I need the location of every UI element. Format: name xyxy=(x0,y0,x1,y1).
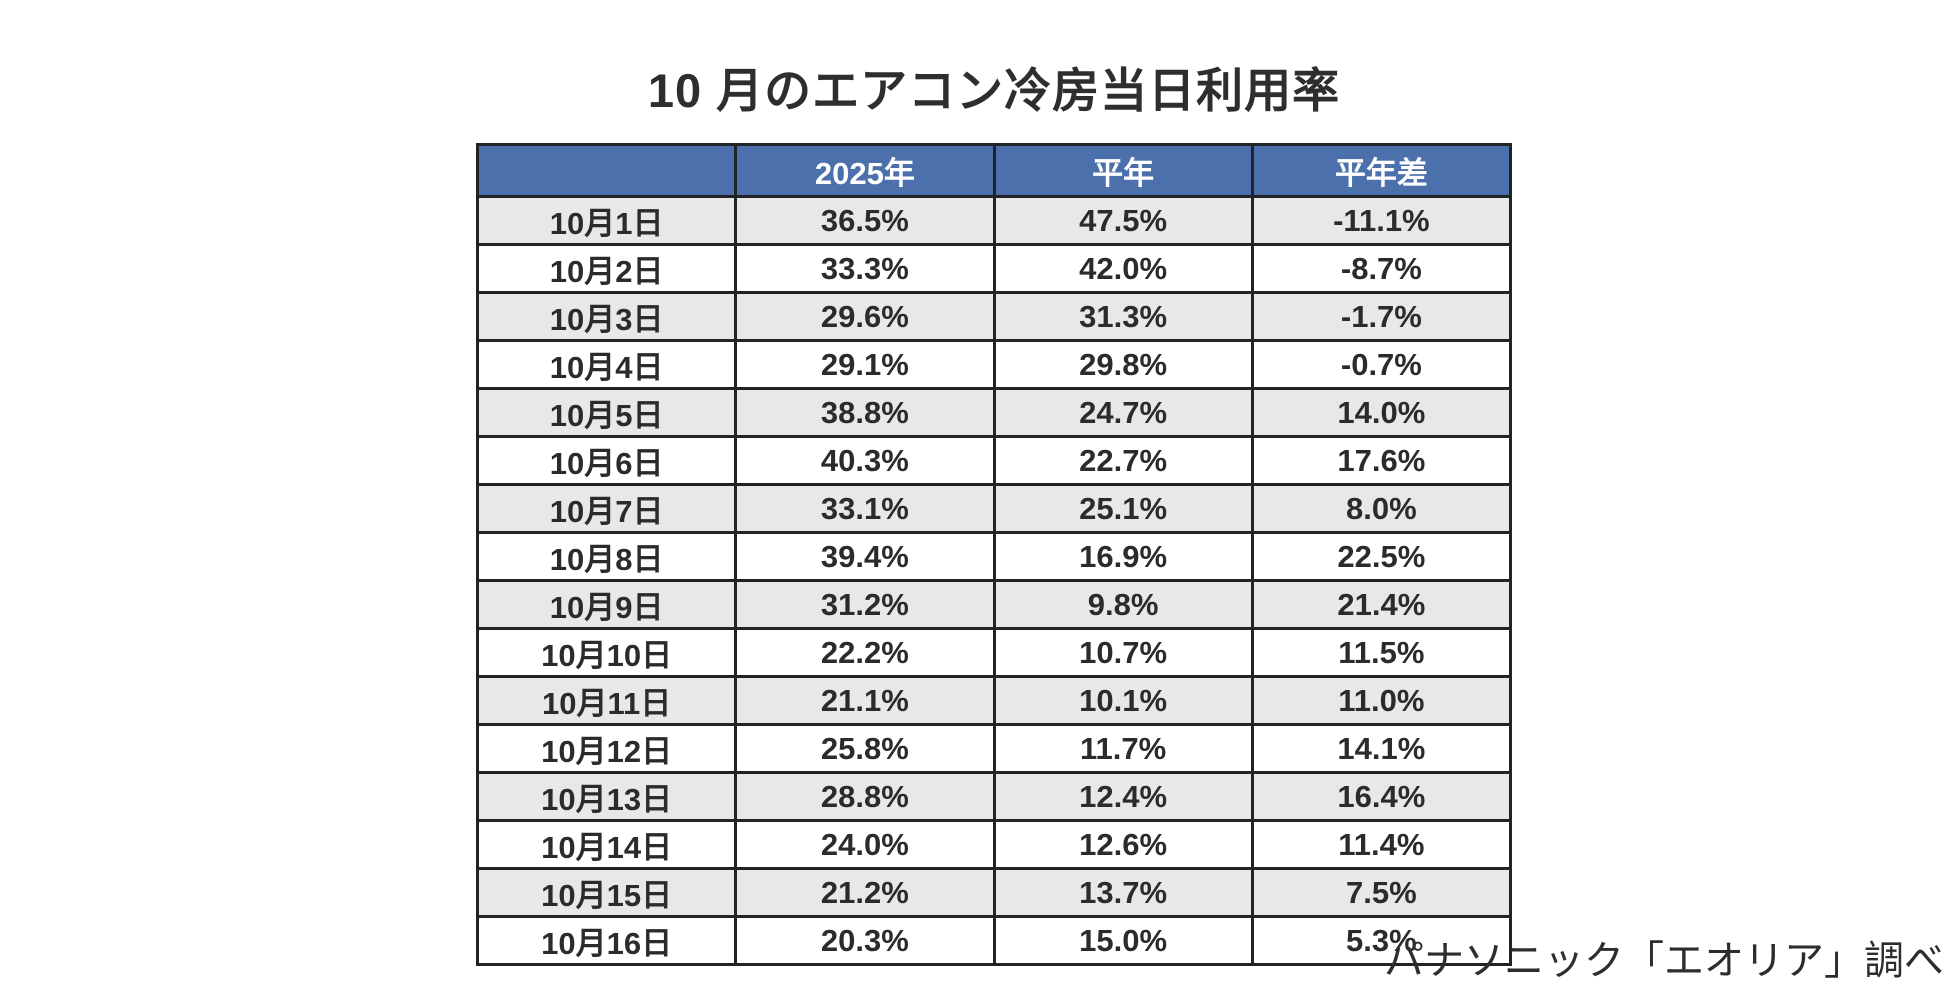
date-cell: 10月11日 xyxy=(475,675,738,726)
table-row: 10月6日 40.3% 22.7% 17.6% xyxy=(475,435,1513,486)
table-row: 10月2日 33.3% 42.0% -8.7% xyxy=(475,243,1513,294)
value-normal-cell: 13.7% xyxy=(992,867,1254,918)
value-normal-cell: 11.7% xyxy=(992,723,1254,774)
page-title: 10 月のエアコン冷房当日利用率 xyxy=(647,64,1341,117)
table-row: 10月3日 29.6% 31.3% -1.7% xyxy=(475,291,1513,342)
value-diff-cell: 5.3% xyxy=(1250,915,1513,966)
source-credit: パナソニック「エオリア」調べ xyxy=(1384,939,1944,983)
header-cell-2025: 2025年 xyxy=(734,143,996,198)
value-2025-cell: 24.0% xyxy=(734,819,996,870)
date-cell: 10月6日 xyxy=(475,435,738,486)
value-diff-cell: 17.6% xyxy=(1250,435,1513,486)
value-2025-cell: 25.8% xyxy=(734,723,996,774)
date-cell: 10月10日 xyxy=(475,627,738,678)
value-normal-cell: 25.1% xyxy=(992,483,1254,534)
date-cell: 10月2日 xyxy=(475,243,738,294)
table-row: 10月8日 39.4% 16.9% 22.5% xyxy=(475,531,1513,582)
value-2025-cell: 33.1% xyxy=(734,483,996,534)
value-normal-cell: 42.0% xyxy=(992,243,1254,294)
value-diff-cell: 11.5% xyxy=(1250,627,1513,678)
date-cell: 10月13日 xyxy=(475,771,738,822)
value-diff-cell: 7.5% xyxy=(1250,867,1513,918)
date-cell: 10月5日 xyxy=(475,387,738,438)
date-cell: 10月3日 xyxy=(475,291,738,342)
value-2025-cell: 38.8% xyxy=(734,387,996,438)
date-cell: 10月12日 xyxy=(475,723,738,774)
value-normal-cell: 10.7% xyxy=(992,627,1254,678)
value-normal-cell: 47.5% xyxy=(992,195,1254,246)
value-2025-cell: 33.3% xyxy=(734,243,996,294)
header-row: 2025年 平年 平年差 xyxy=(475,143,1513,198)
value-diff-cell: 16.4% xyxy=(1250,771,1513,822)
table-row: 10月14日 24.0% 12.6% 11.4% xyxy=(475,819,1513,870)
value-diff-cell: -11.1% xyxy=(1250,195,1513,246)
date-cell: 10月9日 xyxy=(475,579,738,630)
table-header: 2025年 平年 平年差 xyxy=(475,143,1513,198)
value-2025-cell: 39.4% xyxy=(734,531,996,582)
table-row: 10月12日 25.8% 11.7% 14.1% xyxy=(475,723,1513,774)
value-diff-cell: 8.0% xyxy=(1250,483,1513,534)
table-row: 10月16日 20.3% 15.0% 5.3% xyxy=(475,915,1513,966)
table-row: 10月11日 21.1% 10.1% 11.0% xyxy=(475,675,1513,726)
date-cell: 10月8日 xyxy=(475,531,738,582)
date-cell: 10月14日 xyxy=(475,819,738,870)
value-diff-cell: -1.7% xyxy=(1250,291,1513,342)
value-diff-cell: -8.7% xyxy=(1250,243,1513,294)
value-diff-cell: -0.7% xyxy=(1250,339,1513,390)
value-normal-cell: 9.8% xyxy=(992,579,1254,630)
date-cell: 10月16日 xyxy=(475,915,738,966)
header-cell-date xyxy=(475,143,738,198)
value-normal-cell: 15.0% xyxy=(992,915,1254,966)
value-2025-cell: 28.8% xyxy=(734,771,996,822)
table-row: 10月15日 21.2% 13.7% 7.5% xyxy=(475,867,1513,918)
header-cell-normal: 平年 xyxy=(992,143,1254,198)
date-cell: 10月4日 xyxy=(475,339,738,390)
date-cell: 10月1日 xyxy=(475,195,738,246)
value-normal-cell: 29.8% xyxy=(992,339,1254,390)
value-diff-cell: 11.4% xyxy=(1250,819,1513,870)
table-row: 10月7日 33.1% 25.1% 8.0% xyxy=(475,483,1513,534)
table-row: 10月10日 22.2% 10.7% 11.5% xyxy=(475,627,1513,678)
value-diff-cell: 14.1% xyxy=(1250,723,1513,774)
table-row: 10月1日 36.5% 47.5% -11.1% xyxy=(475,195,1513,246)
value-2025-cell: 36.5% xyxy=(734,195,996,246)
table-row: 10月13日 28.8% 12.4% 16.4% xyxy=(475,771,1513,822)
value-normal-cell: 24.7% xyxy=(992,387,1254,438)
value-2025-cell: 21.2% xyxy=(734,867,996,918)
usage-rate-table: 2025年 平年 平年差 10月1日 36.5% 47.5% -11.1% 10月2日 3… xyxy=(475,143,1513,966)
table-row: 10月5日 38.8% 24.7% 14.0% xyxy=(475,387,1513,438)
value-normal-cell: 22.7% xyxy=(992,435,1254,486)
value-normal-cell: 12.4% xyxy=(992,771,1254,822)
value-normal-cell: 31.3% xyxy=(992,291,1254,342)
value-normal-cell: 12.6% xyxy=(992,819,1254,870)
value-2025-cell: 22.2% xyxy=(734,627,996,678)
table-body: 10月1日 36.5% 47.5% -11.1% 10月2日 33.3% 42.0% -8.7… xyxy=(475,195,1513,966)
value-2025-cell: 31.2% xyxy=(734,579,996,630)
value-2025-cell: 29.6% xyxy=(734,291,996,342)
value-2025-cell: 29.1% xyxy=(734,339,996,390)
value-diff-cell: 22.5% xyxy=(1250,531,1513,582)
value-normal-cell: 16.9% xyxy=(992,531,1254,582)
table-row: 10月4日 29.1% 29.8% -0.7% xyxy=(475,339,1513,390)
table-row: 10月9日 31.2% 9.8% 21.4% xyxy=(475,579,1513,630)
date-cell: 10月7日 xyxy=(475,483,738,534)
value-diff-cell: 11.0% xyxy=(1250,675,1513,726)
value-normal-cell: 10.1% xyxy=(992,675,1254,726)
value-diff-cell: 14.0% xyxy=(1250,387,1513,438)
value-2025-cell: 40.3% xyxy=(734,435,996,486)
date-cell: 10月15日 xyxy=(475,867,738,918)
value-diff-cell: 21.4% xyxy=(1250,579,1513,630)
value-2025-cell: 20.3% xyxy=(734,915,996,966)
value-2025-cell: 21.1% xyxy=(734,675,996,726)
header-cell-diff: 平年差 xyxy=(1250,143,1513,198)
